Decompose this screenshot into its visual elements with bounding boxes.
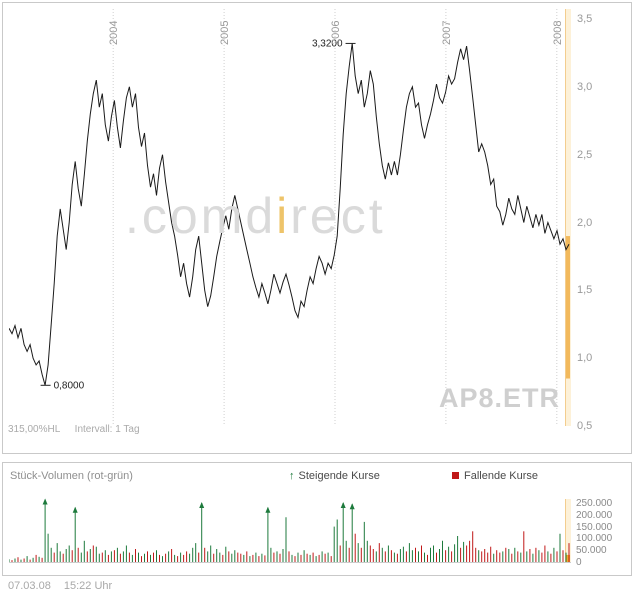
volume-chart-panel: Stück-Volumen (rot-grün) ↑ Steigende Kurs… — [2, 462, 632, 576]
volume-chart-plot — [9, 498, 571, 563]
svg-text:0,8000: 0,8000 — [54, 380, 85, 391]
spike-arrow-icon — [199, 502, 205, 508]
interval-label: Intervall: 1 Tag — [74, 424, 140, 435]
price-chart-footer: 315,00%HL Intervall: 1 Tag — [8, 424, 140, 435]
time-label: 15:22 Uhr — [63, 580, 113, 592]
volume-tick-label: 250.000 — [576, 498, 613, 509]
legend-up-label: Steigende Kurse — [298, 470, 380, 482]
price-tick-label: 2,0 — [577, 216, 593, 229]
year-tick-label: 2004 — [108, 20, 121, 45]
year-tick-label: 2008 — [551, 20, 564, 45]
current-session-strip — [565, 9, 571, 426]
volume-tick-label: 200.000 — [576, 509, 613, 521]
volume-title: Stück-Volumen (rot-grün) — [10, 470, 133, 482]
watermark-part2: i — [276, 188, 291, 244]
current-session-strip — [565, 499, 571, 562]
price-tick-label: 3,0 — [577, 80, 593, 93]
price-annotation: 3,3200 — [312, 38, 356, 49]
range-percent-label: 315,00%HL — [8, 424, 60, 435]
arrow-up-icon: ↑ — [289, 470, 295, 482]
price-tick-label: 2,5 — [577, 148, 593, 161]
price-annotation: 0,8000 — [40, 380, 85, 391]
volume-tick-label: 0 — [576, 557, 582, 568]
price-chart-plot: 3,3200 0,8000 — [9, 9, 571, 426]
year-tick-label: 2005 — [219, 20, 232, 45]
year-tick-label: 2007 — [440, 20, 453, 45]
price-tick-label: 1,5 — [577, 284, 593, 297]
red-square-icon — [452, 472, 459, 479]
price-tick-label: 0,5 — [577, 420, 593, 432]
date-label: 07.03.08 — [8, 580, 51, 592]
spike-arrow-icon — [72, 506, 78, 513]
volume-bars — [9, 498, 570, 562]
volume-tick-label: 100.000 — [576, 533, 613, 545]
volume-tick-label: 150.000 — [576, 521, 613, 533]
svg-text:3,3200: 3,3200 — [312, 38, 343, 49]
timestamp-row: 07.03.08 15:22 Uhr — [8, 580, 112, 592]
spike-arrow-icon — [340, 502, 346, 508]
comdirect-watermark: .comdirect — [125, 187, 386, 245]
legend-down-label: Fallende Kurse — [464, 470, 538, 482]
legend-fallende-kurse: Fallende Kurse — [452, 470, 538, 482]
price-chart-panel: 3,3200 0,8000 2004 2005 2006 2007 2008 3,5 3,0… — [2, 2, 632, 454]
price-line — [9, 43, 570, 386]
watermark-part3: rect — [290, 188, 386, 244]
spike-arrow-icon — [265, 506, 271, 513]
volume-tick-label: 50.000 — [576, 545, 607, 557]
price-tick-label: 3,5 — [577, 13, 593, 25]
year-gridlines — [112, 9, 558, 426]
price-tick-label: 1,0 — [577, 352, 593, 365]
legend-steigende-kurse: ↑ Steigende Kurse — [289, 470, 380, 482]
watermark-part1: .comd — [125, 188, 277, 244]
current-volume-bar — [566, 554, 570, 562]
year-tick-label: 2006 — [330, 20, 343, 45]
spike-arrow-icon — [42, 498, 48, 505]
current-day-range-bar — [566, 236, 570, 379]
spike-arrow-icon — [349, 503, 355, 510]
symbol-watermark: AP8.ETR — [439, 383, 561, 413]
